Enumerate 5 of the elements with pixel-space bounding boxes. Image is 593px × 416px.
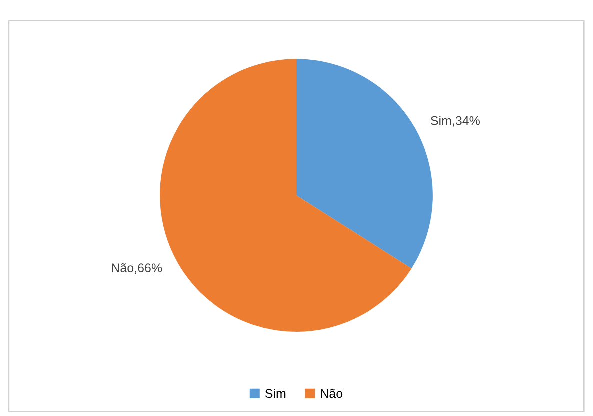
data-label: Não,66% bbox=[112, 263, 162, 274]
pie-slice bbox=[296, 59, 433, 269]
data-label: Sim,34% bbox=[430, 116, 480, 127]
legend-label: Não bbox=[321, 389, 343, 398]
legend-label: Sim bbox=[265, 388, 286, 398]
